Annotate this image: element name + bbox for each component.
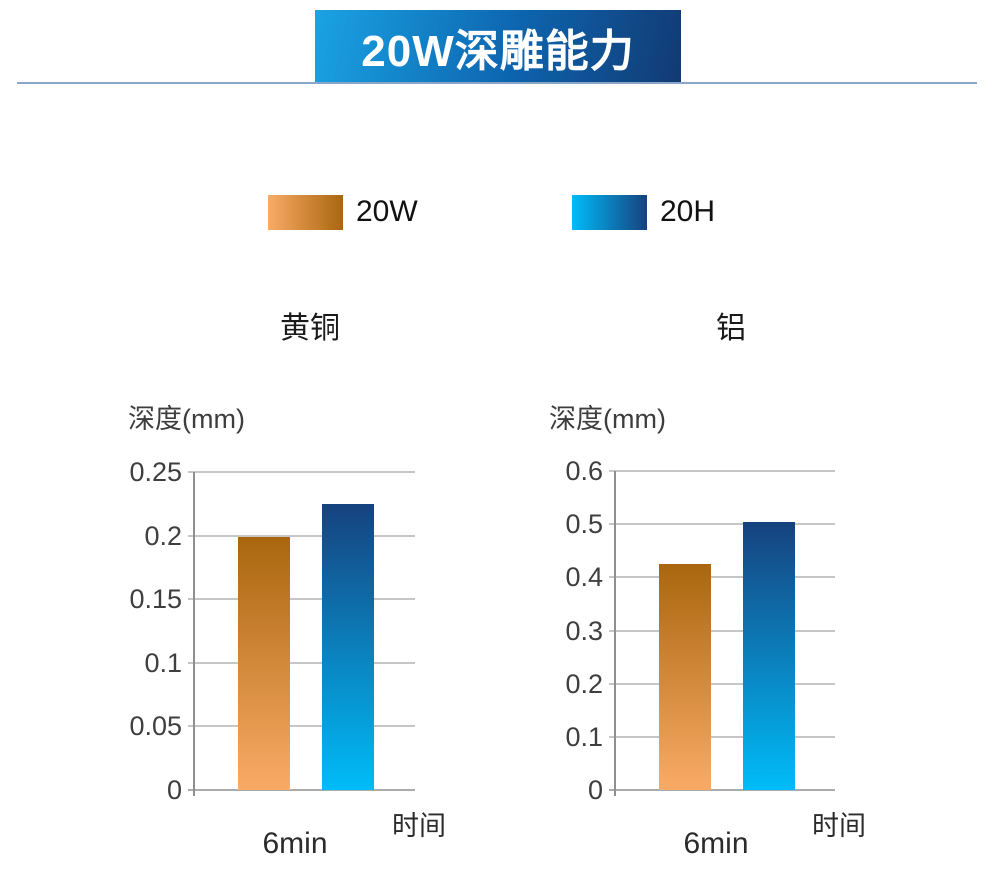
title-banner: 20W深雕能力 — [315, 10, 681, 83]
y-tick-label: 0.1 — [565, 722, 603, 752]
bar-20w — [238, 537, 290, 790]
y-tick-label: 0.2 — [565, 669, 603, 699]
category-label: 6min — [683, 827, 749, 860]
gridline — [188, 662, 415, 664]
y-axis-line — [193, 472, 195, 796]
y-tick-label: 0.25 — [129, 457, 182, 487]
bar-20w — [659, 564, 711, 790]
legend-swatch-20w-icon — [268, 195, 343, 230]
y-tick-label: 0.1 — [144, 648, 182, 678]
category-label: 6min — [262, 827, 328, 860]
x-axis-title: 时间 — [812, 811, 866, 841]
gridline — [188, 789, 415, 791]
chart-title: 黄铜 — [280, 312, 340, 345]
page-title: 20W深雕能力 — [361, 26, 635, 76]
bar-20h — [322, 504, 374, 790]
y-axis-title: 深度(mm) — [549, 404, 666, 434]
y-tick-label: 0 — [587, 775, 603, 805]
legend-swatch-20h-icon — [572, 195, 647, 230]
gridline — [609, 789, 835, 791]
y-tick-label: 0.15 — [129, 584, 182, 614]
gridline — [609, 576, 835, 578]
gridline — [609, 470, 835, 472]
y-tick-label: 0 — [166, 775, 182, 805]
gridline — [609, 523, 835, 525]
legend-label-20w: 20W — [356, 195, 418, 228]
bar-20h — [743, 522, 795, 790]
y-tick-label: 0.2 — [144, 521, 182, 551]
y-tick-label: 0.05 — [129, 711, 182, 741]
gridline — [609, 736, 835, 738]
legend-label-20h: 20H — [660, 195, 716, 228]
x-axis-title: 时间 — [392, 811, 446, 841]
y-tick-label: 0.3 — [565, 616, 603, 646]
gridline — [609, 683, 835, 685]
y-axis-title: 深度(mm) — [128, 404, 245, 434]
chart-title: 铝 — [716, 312, 746, 345]
gridline — [188, 598, 415, 600]
y-axis-line — [614, 471, 616, 796]
y-tick-label: 0.4 — [565, 562, 603, 592]
gridline — [188, 535, 415, 537]
gridline — [609, 630, 835, 632]
gridline — [188, 725, 415, 727]
gridline — [188, 471, 415, 473]
y-tick-label: 0.5 — [565, 509, 603, 539]
header-divider — [17, 82, 977, 84]
y-tick-label: 0.6 — [565, 456, 603, 486]
